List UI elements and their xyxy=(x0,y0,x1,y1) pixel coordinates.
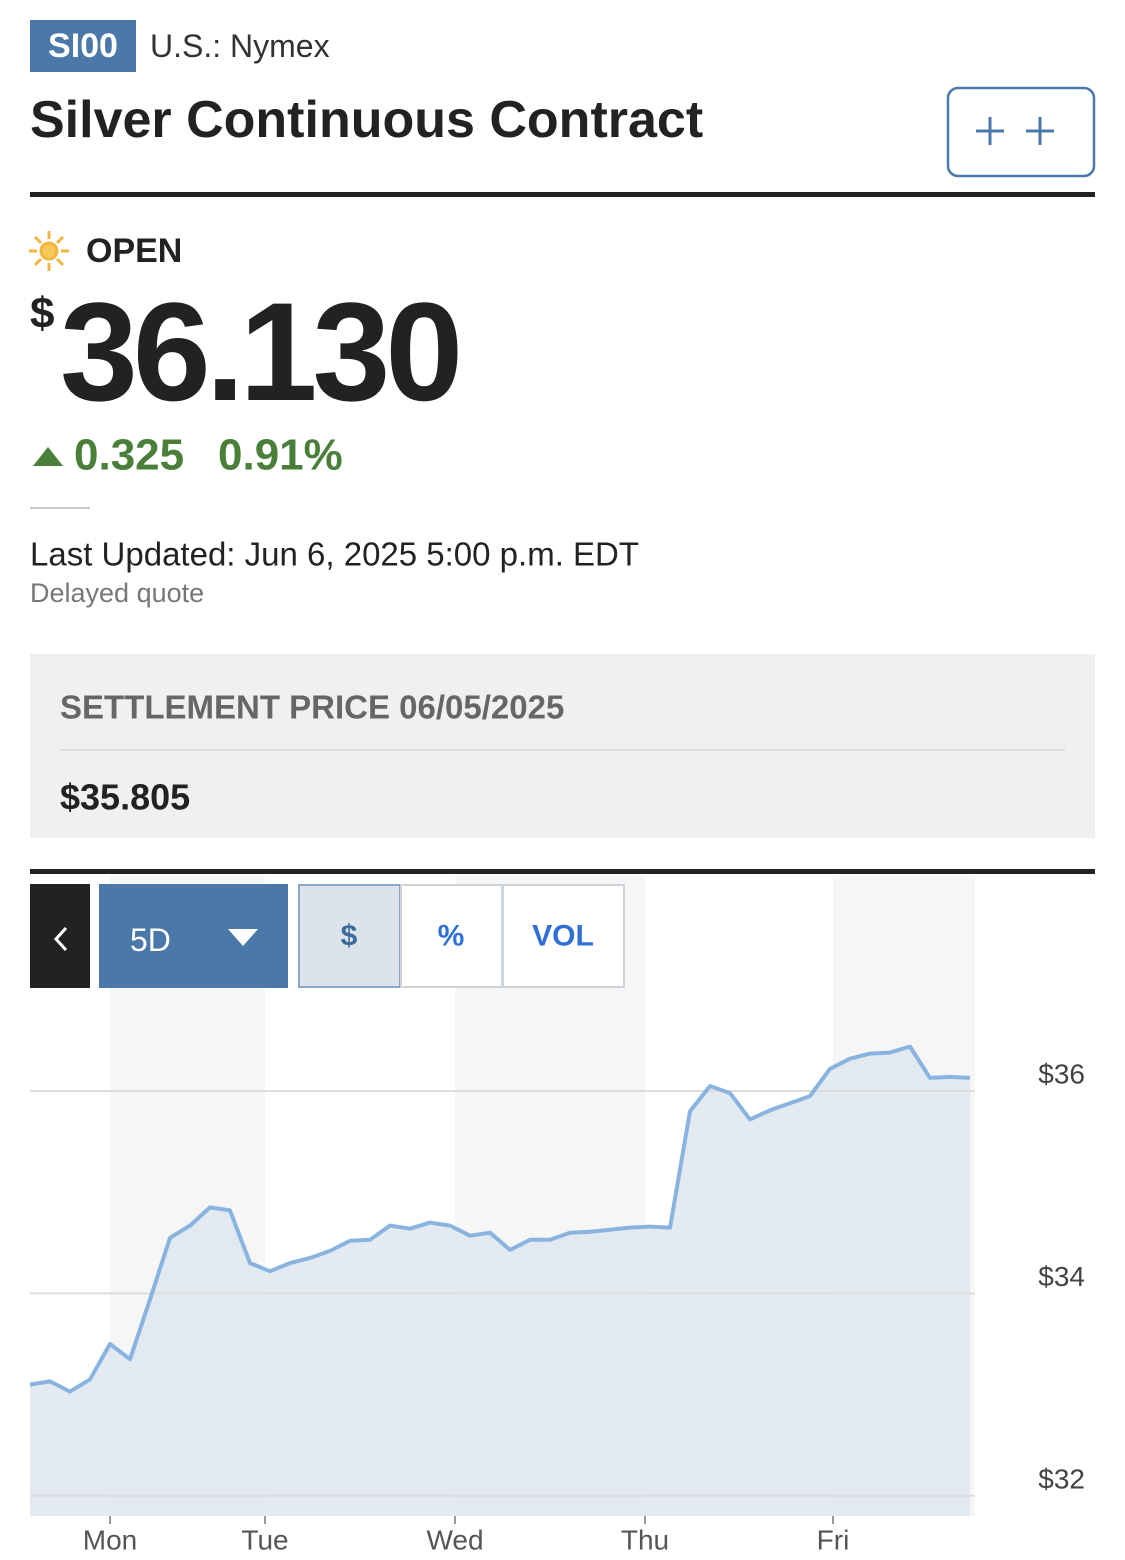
sun-icon xyxy=(29,231,69,271)
market-status: OPEN xyxy=(86,232,182,270)
title: Silver Continuous Contract xyxy=(30,91,703,149)
y-tick-label: $34 xyxy=(1038,1261,1085,1292)
price: 36.130 xyxy=(60,273,458,430)
tab-label: % xyxy=(438,920,465,953)
divider xyxy=(30,869,1095,874)
x-tick-label: Wed xyxy=(426,1525,483,1556)
back-button[interactable] xyxy=(30,884,90,988)
tab-label: $ xyxy=(341,920,358,953)
tab-percent[interactable]: % xyxy=(400,884,503,988)
range-select[interactable]: 5D xyxy=(99,884,288,988)
x-tick-label: Thu xyxy=(621,1525,669,1556)
last-updated: Last Updated: Jun 6, 2025 5:00 p.m. EDT xyxy=(30,536,639,573)
x-tick-label: Tue xyxy=(241,1525,288,1556)
y-tick-label: $32 xyxy=(1038,1463,1085,1494)
tab-dollar[interactable]: $ xyxy=(298,884,401,988)
x-tick-label: Fri xyxy=(817,1525,850,1556)
range-label: 5D xyxy=(130,922,171,958)
change: 0.325 xyxy=(74,431,184,480)
up-arrow xyxy=(33,447,63,466)
area xyxy=(30,1046,970,1516)
watchlist-button[interactable] xyxy=(946,86,1096,178)
symbol: SI00 xyxy=(48,27,118,65)
delay-note: Delayed quote xyxy=(30,578,204,608)
exchange: U.S.: Nymex xyxy=(150,28,330,64)
settlement-value: $35.805 xyxy=(60,777,190,818)
change-percent: 0.91% xyxy=(218,431,343,480)
tab-label: VOL xyxy=(532,920,594,953)
currency: $ xyxy=(30,289,54,338)
settlement-rule xyxy=(60,749,1065,751)
price-line xyxy=(29,1044,971,1394)
rule xyxy=(30,507,90,509)
x-tick-label: Mon xyxy=(83,1525,137,1556)
settlement-label: SETTLEMENT PRICE 06/05/2025 xyxy=(60,689,564,726)
tab-volume[interactable]: VOL xyxy=(502,884,625,988)
symbol-badge xyxy=(30,20,136,72)
plot: $32 $34 $36 Mon Tue Wed Thu Fri xyxy=(29,1044,1085,1556)
divider xyxy=(30,192,1095,197)
settlement-box xyxy=(30,654,1095,838)
y-tick-label: $36 xyxy=(1038,1059,1085,1090)
